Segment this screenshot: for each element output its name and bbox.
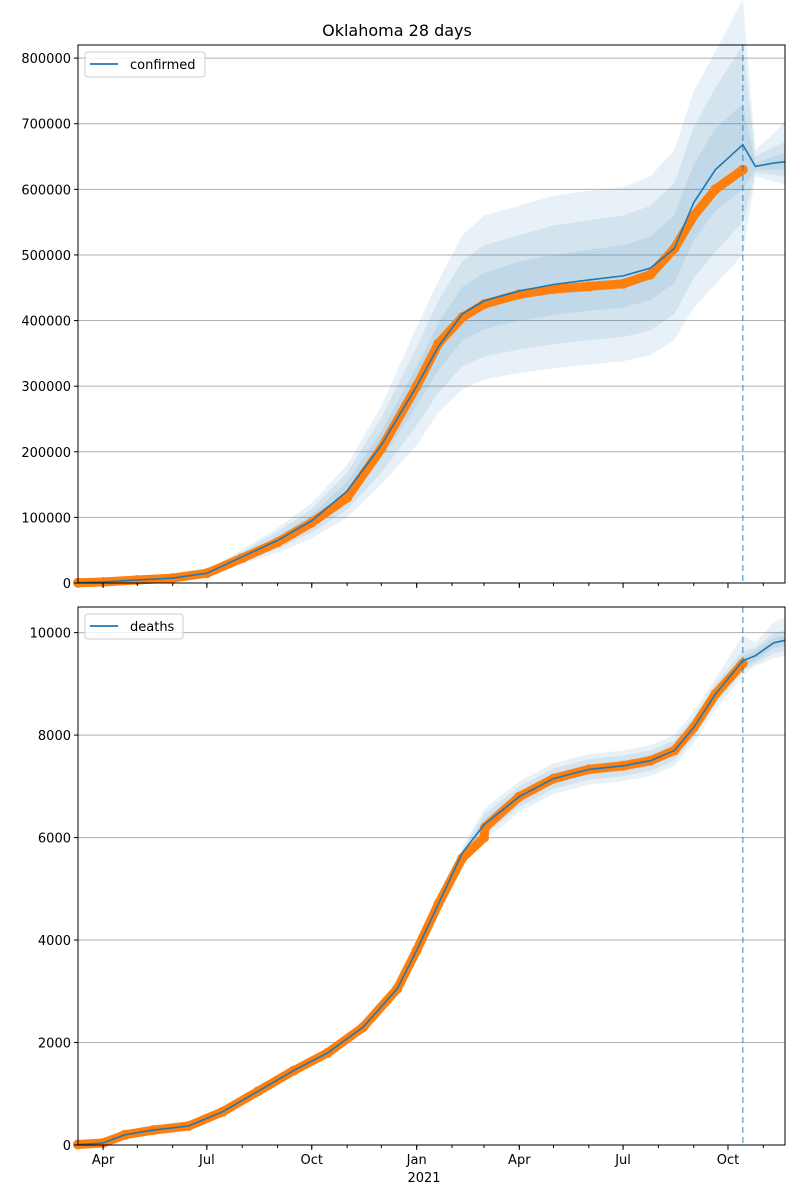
band50-area: [78, 104, 785, 583]
legend-box: [84, 51, 206, 78]
y-tick-label: 600000: [21, 183, 71, 198]
deaths-uncertainty-bands: [78, 617, 785, 1145]
y-tick-label: 0: [63, 577, 71, 592]
confirmed-gridlines: [78, 57, 785, 584]
y-tick-label: 4000: [38, 934, 71, 949]
observed-point: [479, 832, 489, 843]
observed-point: [688, 210, 699, 221]
x-tick-label: Oct: [301, 1153, 323, 1168]
observed-point: [737, 658, 748, 669]
y-tick-label: 500000: [21, 249, 71, 264]
confirmed-legend: confirmed: [84, 51, 206, 78]
observed-point: [457, 853, 468, 864]
y-tick-label: 10000: [30, 627, 71, 642]
band80-area: [78, 630, 785, 1145]
deaths-y-axis: 0 2000 4000 6000 8000 10000: [30, 627, 78, 1154]
observed-point: [583, 281, 594, 292]
deaths-model-series: [77, 639, 786, 1146]
confirmed-model-series: [77, 143, 786, 584]
observed-point: [480, 822, 491, 833]
observed-point: [710, 184, 721, 195]
deaths-x-axis: Apr Jul Oct Jan Apr Jul Oct: [92, 1145, 764, 1168]
x-tick-label: Jan: [406, 1153, 427, 1168]
band95-area: [78, 0, 785, 583]
x-axis-year-label: 2021: [407, 1171, 440, 1186]
legend-box: [84, 613, 184, 640]
band95-area: [78, 617, 785, 1145]
model-median-line: [77, 143, 786, 584]
observed-point: [433, 338, 444, 349]
model-median-line: [77, 639, 786, 1146]
x-tick-label: Apr: [508, 1153, 531, 1168]
observed-point: [376, 443, 387, 454]
y-tick-label: 6000: [38, 832, 71, 847]
confirmed-uncertainty-bands: [78, 0, 785, 583]
chart-title: Oklahoma 28 days: [322, 21, 472, 40]
y-tick-label: 300000: [21, 380, 71, 395]
x-tick-label: Oct: [717, 1153, 739, 1168]
y-tick-label: 100000: [21, 511, 71, 526]
x-tick-label: Jul: [198, 1153, 215, 1168]
deaths-panel: 0 2000 4000 6000 8000 10000 Apr Jul Oct Jan Apr Ju…: [30, 606, 786, 1186]
confirmed-x-axis: [102, 583, 764, 588]
deaths-observed-series: [73, 658, 748, 1150]
y-tick-label: 0: [63, 1139, 71, 1154]
confirmed-y-axis: 0 100000 200000 300000 400000 500000 600000 700…: [21, 52, 78, 592]
observed-point: [306, 517, 317, 528]
deaths-axes-frame: [77, 606, 786, 1146]
observed-point: [342, 492, 353, 503]
band50-area: [78, 635, 785, 1145]
deaths-gridlines: [78, 632, 785, 1146]
y-tick-label: 200000: [21, 446, 71, 461]
observed-point: [618, 278, 629, 289]
deaths-legend: deaths: [84, 613, 184, 640]
band80-area: [78, 45, 785, 583]
confirmed-panel: Oklahoma 28 days 0 100000 200000 300000 4000…: [21, 0, 786, 592]
y-tick-label: 800000: [21, 52, 71, 67]
confirmed-axes-frame: [77, 44, 786, 584]
y-tick-label: 400000: [21, 315, 71, 330]
observed-point: [548, 284, 559, 295]
legend-label-deaths: deaths: [130, 620, 175, 635]
y-tick-label: 2000: [38, 1037, 71, 1052]
observed-point: [645, 269, 656, 280]
observed-point: [457, 312, 468, 323]
y-tick-label: 8000: [38, 729, 71, 744]
y-tick-label: 700000: [21, 118, 71, 133]
x-tick-label: Jul: [614, 1153, 631, 1168]
x-tick-label: Apr: [92, 1153, 115, 1168]
legend-label-confirmed: confirmed: [130, 58, 196, 73]
